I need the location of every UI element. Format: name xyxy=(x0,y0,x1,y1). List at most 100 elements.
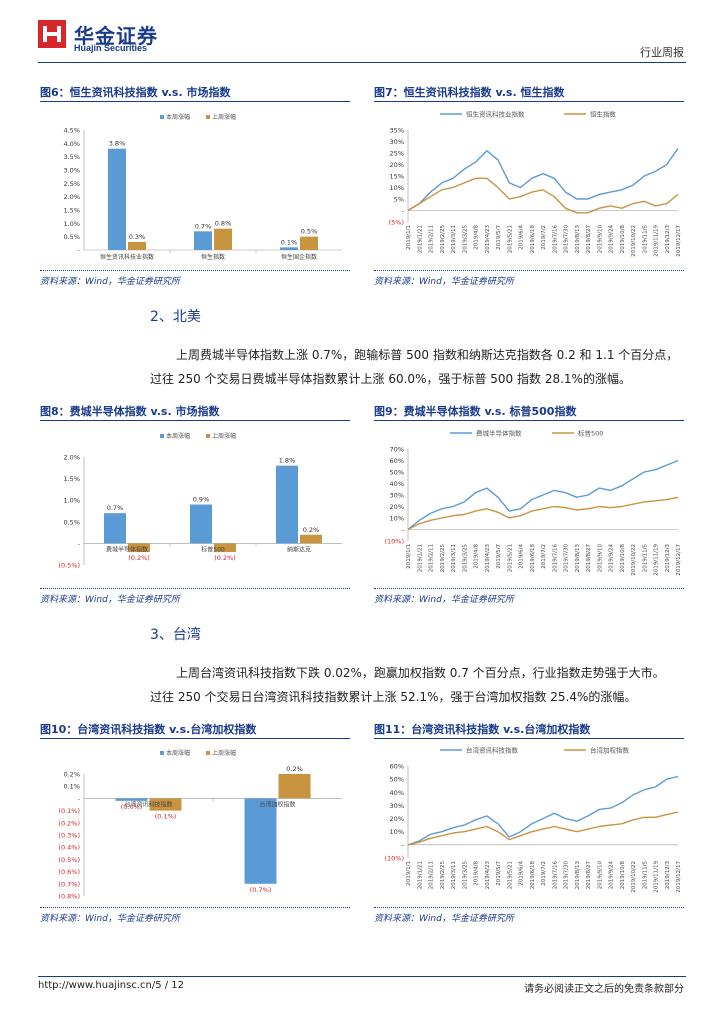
y-tick-label: - xyxy=(402,207,405,215)
taiwan-para-line1: 上周台湾资讯科技指数下跌 0.02%，跑赢加权指数 0.7 个百分点，行业指数走… xyxy=(176,666,665,680)
category-label: 纳斯达克 xyxy=(287,545,311,553)
x-tick-label: 2019/6/18 xyxy=(530,225,536,254)
x-tick-label: 2019/7/30 xyxy=(564,225,570,254)
y-tick-label: (0.5%) xyxy=(58,562,80,570)
y-tick-label: (10%) xyxy=(384,538,404,546)
data-label: 1.8% xyxy=(279,457,296,465)
x-tick-label: 2019/7/2 xyxy=(541,861,547,886)
y-tick-label: 5% xyxy=(394,196,404,204)
y-tick-label: 1.5% xyxy=(63,475,80,483)
x-tick-label: 2019/10/8 xyxy=(620,225,626,254)
x-tick-label: 2019/11/5 xyxy=(642,225,648,254)
taiwan-para-line2: 过往 250 个交易日台湾资讯科技指数累计上涨 52.1%，强于台湾加权指数 2… xyxy=(150,690,637,704)
x-tick-label: 2019/10/8 xyxy=(620,861,626,890)
x-tick-label: 2019/10/22 xyxy=(631,544,637,576)
x-tick-label: 2019/3/25 xyxy=(462,225,468,254)
legend-label: 上周涨幅 xyxy=(212,749,236,757)
y-tick-label: 2.0% xyxy=(63,454,80,462)
bar-last-week xyxy=(278,774,311,799)
fig7-source-divider xyxy=(374,270,684,271)
category-label: 恒生资讯科技业指数 xyxy=(100,253,154,261)
y-tick-label: 40% xyxy=(390,789,404,797)
bar-this-week xyxy=(108,148,126,250)
data-label: 0.5% xyxy=(301,228,318,236)
x-tick-label: 2019/9/10 xyxy=(597,544,603,573)
legend-swatch xyxy=(160,434,164,438)
x-tick-label: 2019/5/21 xyxy=(507,861,513,889)
legend-swatch xyxy=(160,115,164,119)
legend-swatch xyxy=(206,751,210,755)
legend-swatch xyxy=(160,751,164,755)
x-tick-label: 2019/7/16 xyxy=(552,544,558,573)
legend-label: 标普500 xyxy=(578,429,603,438)
x-tick-label: 2019/10/22 xyxy=(631,861,637,893)
x-tick-label: 2019/12/17 xyxy=(676,225,682,257)
footer-divider xyxy=(38,976,686,977)
data-label: 0.9% xyxy=(193,496,210,504)
x-tick-label: 2019/9/10 xyxy=(597,225,603,254)
fig7-title: 图7：恒生资讯科技指数 v.s. 恒生指数 xyxy=(374,86,565,99)
legend-label: 台湾资讯科技指数 xyxy=(466,746,519,755)
y-tick-label: 15% xyxy=(390,173,404,181)
fig7-line-chart: 恒生资讯科技业指数 恒生指数35%30%25%20%15%10%5%-(5%)20… xyxy=(389,110,682,257)
y-tick-label: 2.0% xyxy=(63,193,80,201)
logo-chinese-name: 华金证券 xyxy=(74,24,158,48)
page-header: 华金证券 Huajin Securities 行业周报 xyxy=(0,0,724,62)
y-tick-label: - xyxy=(402,526,405,534)
bar-last-week xyxy=(300,534,322,544)
y-tick-label: (0.7%) xyxy=(58,880,80,888)
series-line-sector xyxy=(407,459,679,531)
y-tick-label: 10% xyxy=(390,515,404,523)
x-tick-label: 2019/4/8 xyxy=(474,544,480,569)
x-tick-label: 2019/4/23 xyxy=(485,861,491,890)
x-tick-label: 2019/4/8 xyxy=(474,861,480,886)
y-tick-label: (0.6%) xyxy=(58,868,80,876)
footer-url-page: http://www.huajinsc.cn/5 / 12 xyxy=(38,980,185,991)
fig10-title: 图10：台湾资讯科技指数 v.s.台湾加权指数 xyxy=(40,723,257,736)
legend-label: 本周涨幅 xyxy=(166,749,190,757)
footer-disclaimer: 请务必阅读正文之后的免责条款部分 xyxy=(524,984,684,995)
y-tick-label: (5%) xyxy=(389,219,404,227)
x-tick-label: 2019/8/27 xyxy=(586,544,592,573)
x-tick-label: 2019/2/25 xyxy=(440,544,446,573)
fig10-bar-chart: 本周涨幅 上周涨幅 0.2% 0.1% - (0.1%) (0.2%) (0.3%) (0.4%… xyxy=(58,749,342,901)
fig6-source-divider xyxy=(40,270,350,271)
fig8-source: 资料来源：Wind，华金证券研究所 xyxy=(40,595,180,605)
x-tick-label: 2019/7/16 xyxy=(552,225,558,254)
x-tick-label: 2019/5/21 xyxy=(507,544,513,572)
fig11-title: 图11：台湾资讯科技指数 v.s.台湾加权指数 xyxy=(374,723,591,736)
y-tick-label: 3.0% xyxy=(63,167,80,175)
x-tick-label: 2019/6/4 xyxy=(519,861,525,886)
bar-this-week xyxy=(190,504,212,544)
y-tick-label: 0.1% xyxy=(63,783,80,791)
x-tick-label: 2019/8/27 xyxy=(586,861,592,890)
fig9-title: 图9：费城半导体指数 v.s. 标普500指数 xyxy=(374,405,577,418)
north-america-para-line2: 过往 250 个交易日费城半导体指数累计上涨 60.0%，强于标普 500 指数… xyxy=(150,372,631,386)
data-label: 0.7% xyxy=(195,222,212,230)
x-tick-label: 2019/7/2 xyxy=(541,225,547,250)
fig6-title-underline xyxy=(40,101,350,102)
y-tick-label: - xyxy=(78,540,81,548)
legend-swatch xyxy=(206,115,210,119)
x-tick-label: 2019/12/17 xyxy=(676,861,682,893)
y-tick-label: 1.5% xyxy=(63,207,80,215)
category-label: 台湾资讯科技指数 xyxy=(124,800,172,808)
y-tick-label: 20% xyxy=(390,161,404,169)
fig11-title-underline xyxy=(374,738,684,739)
x-tick-label: 2019/12/3 xyxy=(665,225,671,254)
y-tick-label: (10%) xyxy=(384,855,404,863)
fig11-source: 资料来源：Wind，华金证券研究所 xyxy=(374,914,514,924)
x-tick-label: 2019/10/8 xyxy=(620,544,626,573)
legend-label: 上周涨幅 xyxy=(212,113,236,121)
x-tick-label: 2019/4/8 xyxy=(474,225,480,250)
x-tick-label: 2019/11/5 xyxy=(642,544,648,573)
bar-this-week xyxy=(276,465,298,544)
document-type: 行业周报 xyxy=(640,46,684,59)
fig8-bar-chart: 本周涨幅 上周涨幅 2.0% 1.5% 1.0% 0.5% - (0.5%) 0.7% (0.2%… xyxy=(58,432,342,570)
y-tick-label: 10% xyxy=(390,828,404,836)
legend-label: 恒生指数 xyxy=(590,110,617,119)
legend-label: 本周涨幅 xyxy=(166,113,190,121)
y-tick-label: 0.5% xyxy=(63,233,80,241)
x-tick-label: 2019/12/3 xyxy=(665,544,671,573)
fig7-title-underline xyxy=(374,101,684,102)
